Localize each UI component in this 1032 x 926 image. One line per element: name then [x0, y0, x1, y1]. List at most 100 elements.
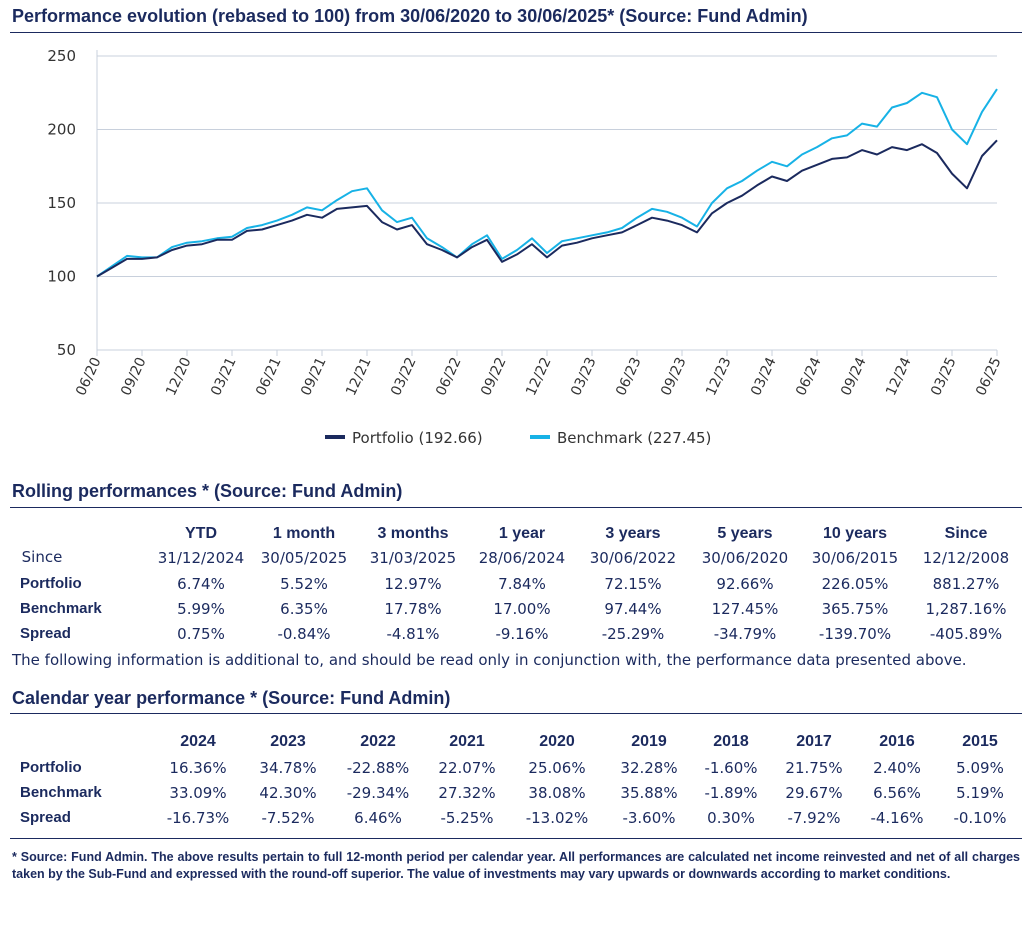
row-label: Benchmark: [20, 600, 102, 617]
table-cell: -405.89%: [929, 625, 1003, 643]
row-label: Portfolio: [20, 759, 82, 776]
table-cell: -5.25%: [440, 809, 494, 827]
x-tick-label: 03/25: [928, 355, 960, 398]
chart-title: Performance evolution (rebased to 100) f…: [12, 6, 808, 26]
rolling-title: Rolling performances * (Source: Fund Adm…: [12, 481, 403, 501]
y-tick-label: 150: [47, 194, 76, 212]
since-date: 30/06/2020: [701, 549, 789, 567]
column-header: 2020: [539, 733, 575, 750]
table-cell: -0.10%: [953, 809, 1007, 827]
table-cell: 5.09%: [956, 759, 1004, 777]
column-header: 2015: [962, 733, 998, 750]
table-cell: 127.45%: [711, 600, 779, 618]
column-header: 2017: [796, 733, 832, 750]
table-cell: -29.34%: [346, 784, 410, 802]
column-header: 2022: [360, 733, 396, 750]
column-header: 1 year: [498, 525, 546, 542]
since-date: 30/06/2022: [589, 549, 677, 567]
table-cell: -1.89%: [704, 784, 758, 802]
table-cell: 17.00%: [493, 600, 551, 618]
x-tick-label: 12/22: [523, 355, 555, 398]
table-cell: 97.44%: [604, 600, 662, 618]
column-header: 2021: [449, 733, 485, 750]
table-cell: 6.35%: [280, 600, 328, 618]
table-cell: -4.16%: [870, 809, 924, 827]
table-cell: 72.15%: [604, 575, 662, 593]
x-tick-label: 12/23: [703, 355, 735, 398]
column-header: 2024: [180, 733, 216, 750]
table-cell: 32.28%: [620, 759, 678, 777]
table-cell: 6.56%: [873, 784, 921, 802]
table-cell: 33.09%: [169, 784, 227, 802]
table-cell: 92.66%: [716, 575, 774, 593]
table-cell: 5.52%: [280, 575, 328, 593]
table-cell: 0.75%: [177, 625, 225, 643]
note: The following information is additional …: [12, 651, 967, 669]
table-cell: -0.84%: [277, 625, 331, 643]
row-label: Spread: [20, 809, 71, 826]
table-cell: 881.27%: [932, 575, 1000, 593]
column-header: 2016: [879, 733, 915, 750]
column-header: Since: [21, 548, 63, 566]
column-header: 5 years: [717, 525, 773, 542]
y-tick-label: 250: [47, 47, 76, 65]
column-header: 2023: [270, 733, 306, 750]
y-tick-label: 100: [47, 268, 76, 286]
rule: [10, 713, 1022, 714]
table-cell: 6.46%: [354, 809, 402, 827]
table-cell: -139.70%: [818, 625, 892, 643]
x-tick-label: 09/24: [838, 355, 870, 398]
row-label: Portfolio: [20, 575, 82, 592]
x-tick-label: 09/22: [478, 355, 510, 398]
x-tick-label: 09/20: [118, 355, 150, 398]
x-tick-label: 03/23: [568, 355, 600, 398]
chart: 50 100 150 200 250 06/20 09/20 12/20 03/21 06/21 0…: [47, 47, 1005, 447]
x-tick-label: 12/20: [163, 355, 195, 398]
x-tick-label: 03/21: [208, 355, 240, 398]
table-cell: -13.02%: [525, 809, 589, 827]
table-cell: -9.16%: [495, 625, 549, 643]
column-header: 3 months: [377, 525, 449, 542]
calendar-title: Calendar year performance * (Source: Fun…: [12, 688, 451, 708]
column-header: Since: [944, 525, 988, 542]
table-cell: -22.88%: [346, 759, 410, 777]
x-tick-label: 12/24: [883, 355, 915, 398]
x-tick-label: 03/24: [748, 355, 780, 398]
table-cell: -25.29%: [601, 625, 665, 643]
table-cell: 42.30%: [259, 784, 317, 802]
table-cell: 2.40%: [873, 759, 921, 777]
column-header: 10 years: [822, 525, 888, 542]
table-cell: 16.36%: [169, 759, 227, 777]
x-tick-label: 06/24: [793, 355, 825, 398]
rule: [10, 507, 1022, 508]
column-header: 2019: [631, 733, 667, 750]
table-cell: 29.67%: [785, 784, 843, 802]
x-tick-label: 06/21: [253, 355, 285, 398]
table-cell: 25.06%: [528, 759, 586, 777]
table-cell: -34.79%: [713, 625, 777, 643]
since-date: 28/06/2024: [478, 549, 566, 567]
x-tick-label: 06/25: [973, 355, 1005, 398]
legend-label: Benchmark (227.45): [557, 429, 711, 447]
y-tick-label: 50: [57, 341, 76, 359]
table-cell: -1.60%: [704, 759, 758, 777]
table-cell: 21.75%: [785, 759, 843, 777]
since-date: 31/12/2024: [157, 549, 245, 567]
since-date: 30/06/2015: [811, 549, 899, 567]
x-tick-label: 06/22: [433, 355, 465, 398]
series-line: [96, 139, 998, 278]
table-cell: 34.78%: [259, 759, 317, 777]
table-cell: -16.73%: [166, 809, 230, 827]
table-cell: 365.75%: [821, 600, 889, 618]
footnote: * Source: Fund Admin. The above results …: [12, 850, 1020, 881]
table-cell: 22.07%: [438, 759, 496, 777]
column-header: 3 years: [605, 525, 661, 542]
since-date: 12/12/2008: [922, 549, 1010, 567]
table-cell: 1,287.16%: [925, 600, 1007, 618]
row-label: Benchmark: [20, 784, 102, 801]
column-header: 2018: [713, 733, 749, 750]
table-cell: -3.60%: [622, 809, 676, 827]
since-date: 30/05/2025: [260, 549, 348, 567]
table-cell: 12.97%: [384, 575, 442, 593]
